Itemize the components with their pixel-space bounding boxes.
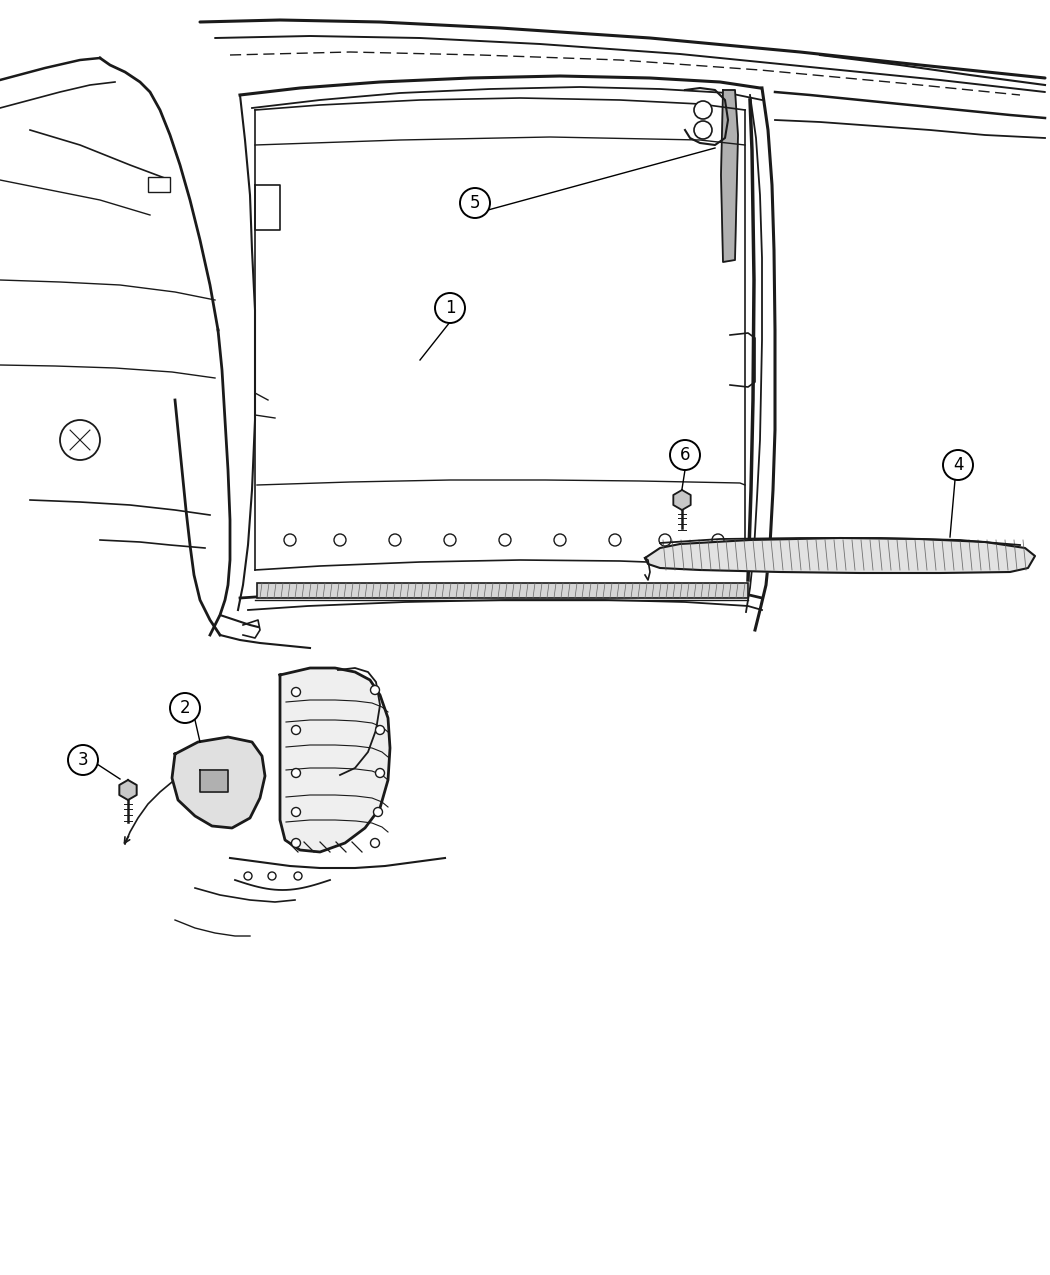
Circle shape bbox=[694, 101, 712, 119]
Text: 5: 5 bbox=[469, 194, 480, 212]
Text: 1: 1 bbox=[445, 300, 456, 317]
Polygon shape bbox=[120, 780, 136, 799]
Circle shape bbox=[292, 725, 300, 734]
Text: 3: 3 bbox=[78, 751, 88, 769]
Polygon shape bbox=[721, 91, 738, 261]
Circle shape bbox=[284, 534, 296, 546]
Circle shape bbox=[712, 534, 724, 546]
Circle shape bbox=[60, 419, 100, 460]
Bar bbox=[257, 583, 748, 598]
Circle shape bbox=[170, 694, 200, 723]
Polygon shape bbox=[673, 490, 691, 510]
Text: 4: 4 bbox=[952, 456, 963, 474]
Circle shape bbox=[694, 121, 712, 139]
Bar bbox=[201, 771, 228, 790]
Circle shape bbox=[499, 534, 511, 546]
Circle shape bbox=[244, 872, 252, 880]
Circle shape bbox=[292, 687, 300, 696]
Bar bbox=[148, 177, 170, 193]
Circle shape bbox=[670, 440, 700, 470]
Circle shape bbox=[554, 534, 566, 546]
Circle shape bbox=[292, 807, 300, 816]
Circle shape bbox=[334, 534, 346, 546]
Circle shape bbox=[943, 450, 973, 479]
Circle shape bbox=[659, 534, 671, 546]
Circle shape bbox=[68, 745, 98, 775]
Circle shape bbox=[294, 872, 302, 880]
Bar bbox=[0, 0, 1050, 640]
Circle shape bbox=[268, 872, 276, 880]
Text: 6: 6 bbox=[679, 446, 690, 464]
Polygon shape bbox=[280, 668, 390, 852]
Circle shape bbox=[371, 839, 379, 848]
Circle shape bbox=[371, 686, 379, 695]
Polygon shape bbox=[172, 737, 265, 827]
Circle shape bbox=[444, 534, 456, 546]
Circle shape bbox=[460, 187, 490, 218]
Text: 2: 2 bbox=[180, 699, 190, 717]
Circle shape bbox=[376, 769, 384, 778]
Circle shape bbox=[374, 807, 382, 816]
Polygon shape bbox=[645, 538, 1035, 572]
Circle shape bbox=[609, 534, 621, 546]
Circle shape bbox=[376, 725, 384, 734]
Circle shape bbox=[292, 839, 300, 848]
Circle shape bbox=[292, 769, 300, 778]
Circle shape bbox=[435, 293, 465, 323]
Circle shape bbox=[388, 534, 401, 546]
